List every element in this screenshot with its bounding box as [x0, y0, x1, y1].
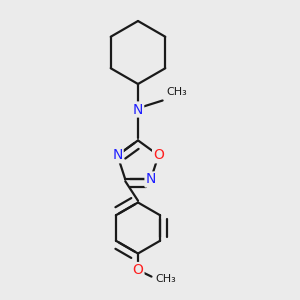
Text: N: N: [112, 148, 123, 162]
Text: O: O: [133, 263, 143, 277]
Text: CH₃: CH₃: [155, 274, 176, 284]
Text: CH₃: CH₃: [167, 87, 187, 97]
Text: O: O: [153, 148, 164, 162]
Text: N: N: [133, 103, 143, 116]
Text: N: N: [146, 172, 156, 187]
